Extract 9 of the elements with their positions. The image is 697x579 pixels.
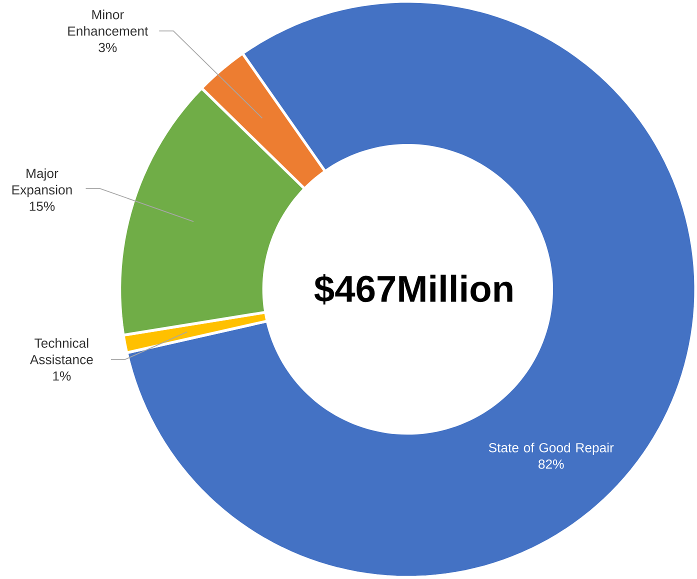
slice-label: State of Good Repair — [488, 442, 614, 456]
slice-label: Major Expansion — [12, 168, 72, 198]
slice-label: Technical Assistance — [30, 338, 93, 364]
text: $467Million — [314, 274, 512, 305]
slice-label: Minor Enhancement — [68, 10, 148, 36]
data-label: 1% — [53, 372, 71, 381]
data-label: 15% — [30, 202, 55, 212]
data-label: 3% — [98, 43, 117, 52]
data-label: 82% — [538, 460, 564, 469]
